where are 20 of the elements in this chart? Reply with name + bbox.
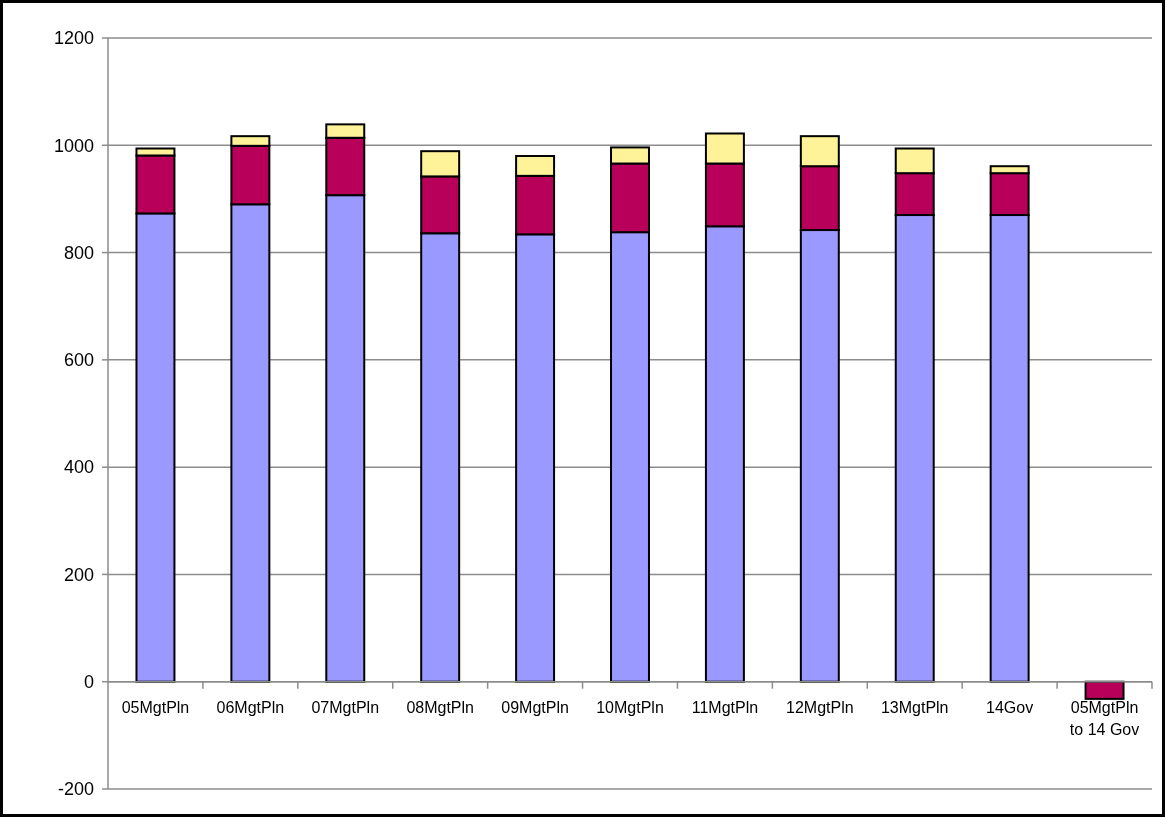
x-tick-label: 12MgtPln xyxy=(786,698,854,716)
bar xyxy=(1084,680,1125,700)
x-tick-label: 14Gov xyxy=(986,698,1034,716)
y-tick-label: 600 xyxy=(63,350,94,371)
y-tick-label: -200 xyxy=(57,779,94,800)
x-tick-label: 10MgtPln xyxy=(596,698,664,716)
y-tick-label: 200 xyxy=(63,564,94,585)
x-tick-label: 05MgtPln xyxy=(121,698,190,716)
x-tick-label: 08MgtPln xyxy=(406,698,474,716)
x-tick-label: 06MgtPln xyxy=(216,698,285,716)
x-tick-label: 11MgtPln xyxy=(691,698,759,716)
y-tick-label: 1000 xyxy=(53,135,94,156)
x-tick-label: 07MgtPln xyxy=(311,698,380,716)
x-tick-label: 09MgtPln xyxy=(501,698,569,716)
x-tick-label: 13MgtPln xyxy=(880,698,949,716)
x-tick-label: 05MgtPln to 14 Gov xyxy=(1069,698,1140,738)
y-tick-label: 0 xyxy=(83,672,94,693)
y-tick-label: 1200 xyxy=(53,28,94,49)
y-tick-label: 800 xyxy=(63,242,94,263)
y-tick-label: 400 xyxy=(63,457,94,478)
